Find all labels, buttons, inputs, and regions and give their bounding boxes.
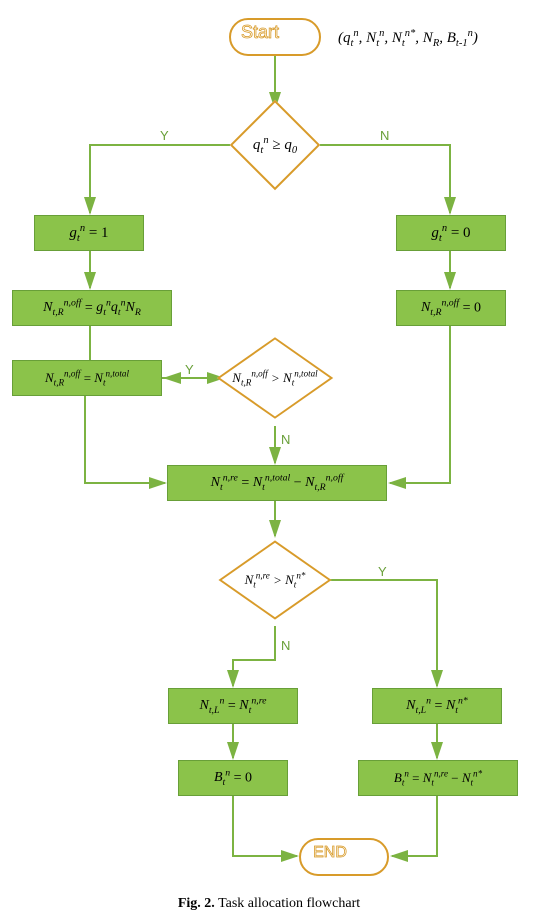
start-terminal: Start	[229, 18, 321, 56]
d3-n-label: N	[281, 638, 290, 653]
process-ntl-nstar: Nt,Ln = Ntn*	[372, 688, 502, 724]
d3-y-label: Y	[378, 564, 387, 579]
svg-text:END: END	[313, 844, 347, 861]
figure-caption: Fig. 2. Task allocation flowchart	[0, 896, 538, 912]
process-ntl-nre: Nt,Ln = Ntn,re	[168, 688, 298, 724]
process-b-calc: Btn = Ntn,re − Ntn*	[358, 760, 518, 796]
process-nre-calc: Ntn,re = Ntn,total − Nt,Rn,off	[167, 465, 387, 501]
d2-n-label: N	[281, 432, 290, 447]
process-g1: gtn = 1	[34, 215, 144, 251]
input-params-label: (qtn, Ntn, Ntn*, NR, Bt-1n)	[338, 28, 478, 49]
flowchart-container: Start (qtn, Ntn, Ntn*, NR, Bt-1n) qtn ≥ …	[0, 0, 538, 924]
svg-text:Start: Start	[241, 22, 279, 42]
process-noff-calc: Nt,Rn,off = gtnqtnNR	[12, 290, 172, 326]
end-terminal: END	[299, 838, 389, 876]
d1-y-label: Y	[160, 128, 169, 143]
process-noff-zero: Nt,Rn,off = 0	[396, 290, 506, 326]
process-noff-eq-total: Nt,Rn,off = Ntn,total	[12, 360, 162, 396]
d2-y-label: Y	[185, 362, 194, 377]
process-b-zero: Btn = 0	[178, 760, 288, 796]
d1-n-label: N	[380, 128, 389, 143]
process-g0: gtn = 0	[396, 215, 506, 251]
